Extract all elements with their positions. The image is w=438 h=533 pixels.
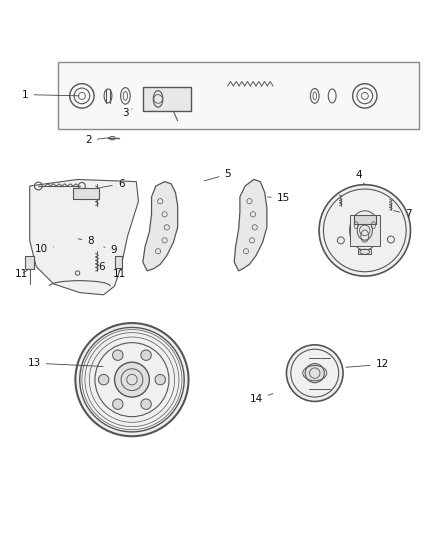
Circle shape [113,399,123,409]
Text: 7: 7 [394,209,412,219]
Bar [350,215,380,246]
Bar [25,256,34,269]
Text: 5: 5 [204,169,231,181]
Circle shape [141,399,151,409]
Circle shape [319,184,410,276]
Text: 12: 12 [346,359,389,369]
Circle shape [286,345,343,401]
Circle shape [305,364,324,383]
Bar [143,87,191,111]
Text: 1: 1 [22,90,79,100]
Text: 10: 10 [35,244,53,254]
Text: 11: 11 [113,269,127,279]
Bar [115,256,122,268]
Text: 14: 14 [249,393,273,404]
Circle shape [115,362,149,397]
Circle shape [99,375,109,385]
Text: 3: 3 [122,108,132,118]
Text: 2: 2 [85,135,110,146]
Bar [354,215,376,224]
Text: 11: 11 [14,269,28,279]
Text: 6: 6 [97,262,105,271]
Text: 4: 4 [355,170,365,184]
Text: 6: 6 [100,179,124,189]
Bar [58,62,419,130]
Polygon shape [143,182,178,271]
Bar [358,249,371,254]
Circle shape [155,375,166,385]
Text: 8: 8 [78,236,94,246]
Circle shape [141,350,151,360]
Circle shape [113,350,123,360]
Circle shape [75,323,188,436]
Polygon shape [234,180,267,271]
Text: 13: 13 [28,358,103,368]
Text: 9: 9 [104,245,117,255]
Text: 15: 15 [268,193,290,203]
Bar [73,188,99,199]
Polygon shape [30,180,138,295]
